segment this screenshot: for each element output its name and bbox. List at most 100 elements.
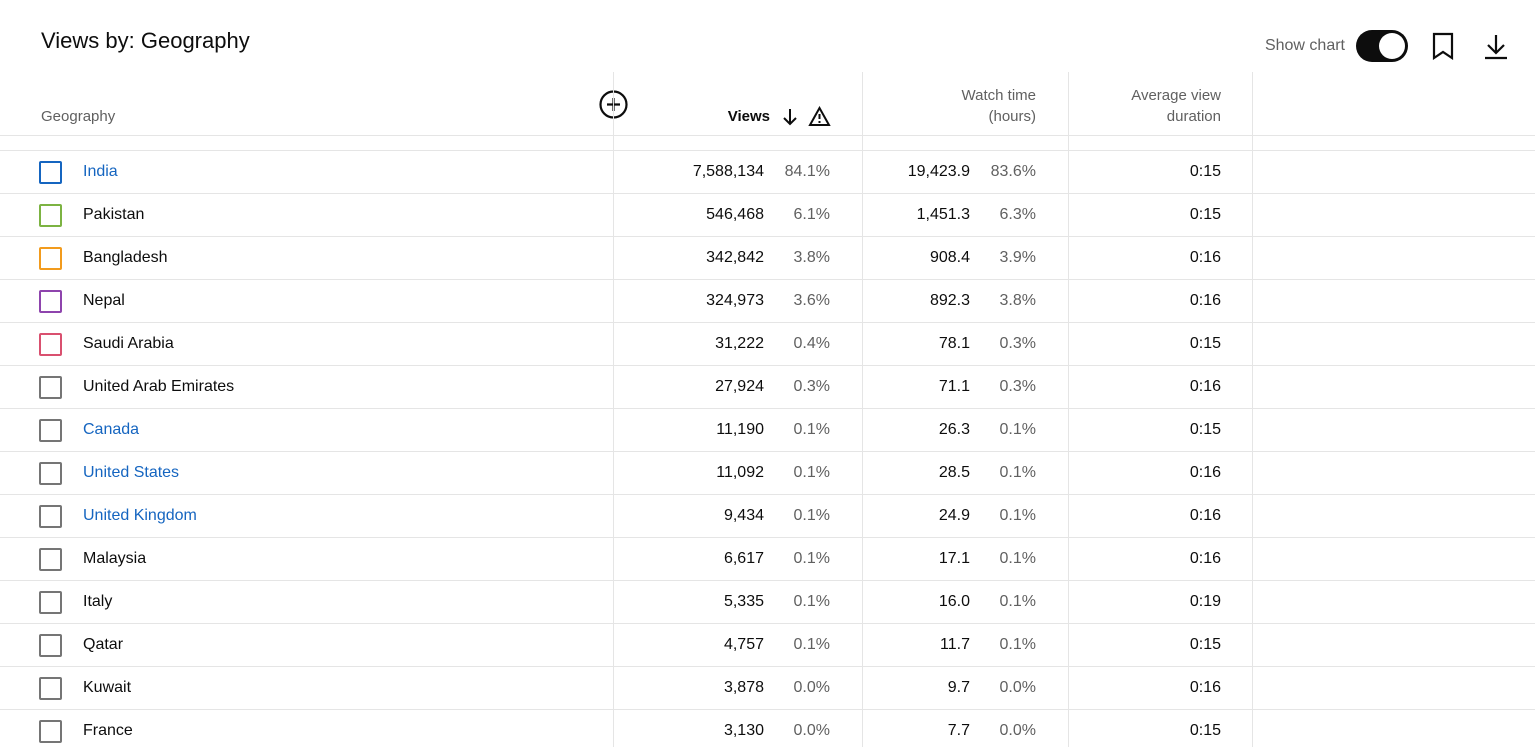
avg-duration-value: 0:16: [1189, 679, 1221, 696]
watch-time-percent: 0.1%: [999, 507, 1036, 524]
watch-time-percent: 3.9%: [999, 249, 1036, 266]
watch-time-percent: 3.8%: [999, 292, 1036, 309]
row-divider: [0, 537, 1535, 538]
watch-time-percent: 0.1%: [999, 421, 1036, 438]
row-divider: [0, 279, 1535, 280]
watch-time-value: 71.1: [938, 378, 970, 395]
column-divider: [1252, 72, 1253, 747]
row-checkbox[interactable]: [39, 161, 62, 184]
row-divider: [0, 322, 1535, 323]
bookmark-button[interactable]: [1430, 32, 1458, 60]
row-checkbox[interactable]: [39, 462, 62, 485]
watch-time-percent: 0.3%: [999, 335, 1036, 352]
watch-time-percent: 0.1%: [999, 593, 1036, 610]
row-checkbox[interactable]: [39, 720, 62, 743]
column-divider: [613, 72, 614, 747]
country-name[interactable]: United States: [83, 464, 180, 481]
views-percent: 0.1%: [793, 593, 830, 610]
views-value: 27,924: [715, 378, 764, 395]
country-name[interactable]: Canada: [83, 421, 140, 438]
watch-time-percent: 0.0%: [999, 722, 1036, 739]
views-percent: 3.8%: [793, 249, 830, 266]
watch-time-percent: 6.3%: [999, 206, 1036, 223]
avg-duration-value: 0:16: [1189, 292, 1221, 309]
row-checkbox[interactable]: [39, 591, 62, 614]
row-divider: [0, 580, 1535, 581]
country-name: Saudi Arabia: [83, 335, 174, 352]
watch-time-percent: 0.3%: [999, 378, 1036, 395]
country-name: Nepal: [83, 292, 125, 309]
geography-header: Geography: [41, 108, 116, 125]
row-checkbox[interactable]: [39, 376, 62, 399]
views-value: 3,130: [723, 722, 764, 739]
views-value: 3,878: [723, 679, 764, 696]
row-checkbox[interactable]: [39, 505, 62, 528]
row-checkbox[interactable]: [39, 247, 62, 270]
views-percent: 84.1%: [784, 163, 830, 180]
country-name: United Arab Emirates: [83, 378, 235, 395]
watch-time-value: 9.7: [947, 679, 970, 696]
row-checkbox[interactable]: [39, 290, 62, 313]
avg-duration-value: 0:16: [1189, 378, 1221, 395]
divider: [0, 150, 1535, 151]
watch-time-value: 11.7: [940, 636, 970, 653]
header-line: Watch time: [961, 87, 1036, 104]
header-line: Average view: [1131, 87, 1221, 104]
watch-time-value: 16.0: [938, 593, 970, 610]
country-name: Italy: [83, 593, 113, 610]
chart-toggle[interactable]: [1356, 30, 1408, 62]
avg-duration-value: 0:19: [1189, 593, 1221, 610]
views-percent: 3.6%: [793, 292, 830, 309]
watch-time-percent: 0.0%: [999, 679, 1036, 696]
row-divider: [0, 494, 1535, 495]
views-value: 7,588,134: [692, 163, 764, 180]
row-divider: [0, 236, 1535, 237]
row-checkbox[interactable]: [39, 548, 62, 571]
country-name[interactable]: United Kingdom: [83, 507, 197, 524]
row-divider: [0, 193, 1535, 194]
country-name[interactable]: India: [83, 163, 118, 180]
avg-duration-value: 0:16: [1189, 464, 1221, 481]
row-checkbox[interactable]: [39, 419, 62, 442]
row-checkbox[interactable]: [39, 333, 62, 356]
warning-icon: [808, 106, 831, 126]
avg-duration-value: 0:15: [1189, 163, 1221, 180]
avg-duration-value: 0:16: [1189, 550, 1221, 567]
views-value: 11,190: [716, 421, 764, 438]
avg-duration-value: 0:15: [1189, 206, 1221, 223]
views-value: 4,757: [723, 636, 764, 653]
avg-duration-header[interactable]: Average view duration: [1131, 85, 1221, 127]
row-checkbox[interactable]: [39, 634, 62, 657]
watch-time-value: 892.3: [929, 292, 970, 309]
views-value: 5,335: [723, 593, 764, 610]
watch-time-value: 26.3: [938, 421, 970, 438]
views-percent: 0.3%: [793, 378, 830, 395]
country-name: Qatar: [83, 636, 124, 653]
views-percent: 0.1%: [793, 464, 830, 481]
watch-time-header[interactable]: Watch time (hours): [962, 85, 1036, 127]
row-checkbox[interactable]: [39, 204, 62, 227]
row-divider: [0, 365, 1535, 366]
download-button[interactable]: [1482, 32, 1510, 60]
row-divider: [0, 709, 1535, 710]
views-value: 31,222: [715, 335, 764, 352]
sort-icon: [783, 109, 797, 126]
column-divider: [862, 72, 863, 747]
row-divider: [0, 623, 1535, 624]
avg-duration-value: 0:15: [1189, 335, 1221, 352]
views-percent: 0.1%: [793, 636, 830, 653]
views-value: 546,468: [706, 206, 764, 223]
row-divider: [0, 408, 1535, 409]
country-name: Pakistan: [83, 206, 145, 223]
country-name: Bangladesh: [83, 249, 168, 266]
watch-time-percent: 0.1%: [999, 636, 1036, 653]
row-checkbox[interactable]: [39, 677, 62, 700]
row-divider: [0, 666, 1535, 667]
watch-time-value: 908.4: [929, 249, 970, 266]
avg-duration-value: 0:15: [1189, 421, 1221, 438]
title: Views by: Geography: [41, 28, 250, 53]
views-header[interactable]: Views: [727, 108, 770, 125]
watch-time-value: 7.7: [947, 722, 970, 739]
views-value: 9,434: [723, 507, 764, 524]
